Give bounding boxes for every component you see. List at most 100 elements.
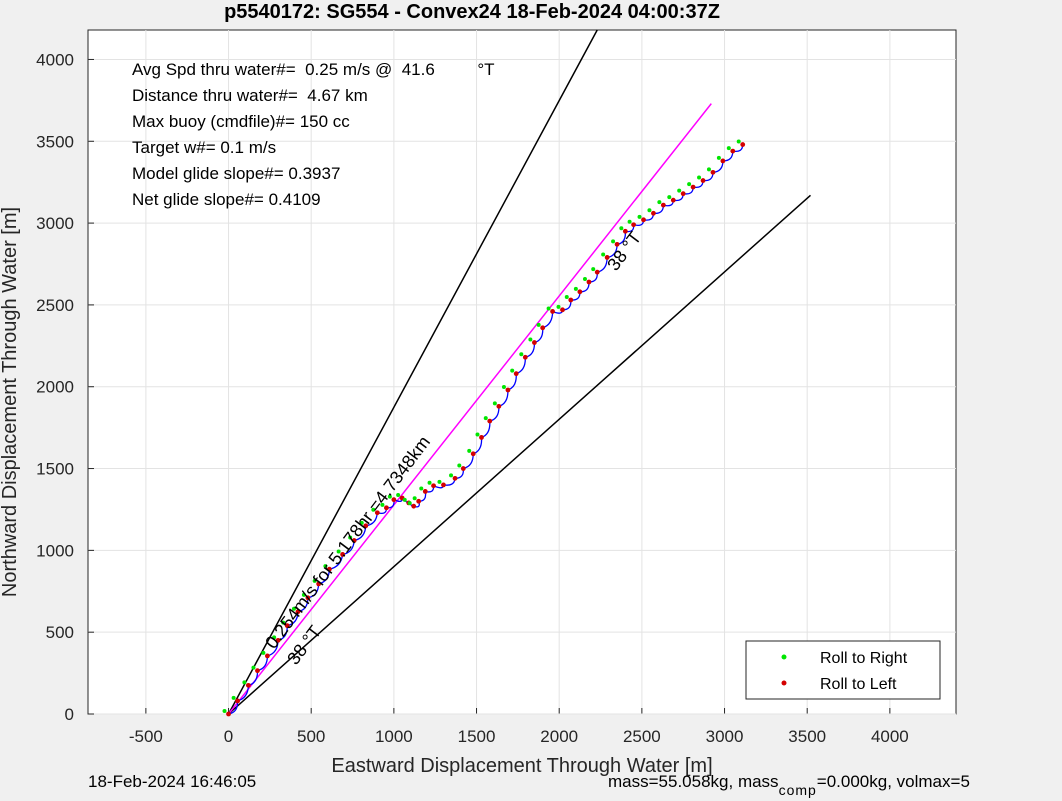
roll-left-marker xyxy=(374,510,380,516)
y-tick-label: 2000 xyxy=(36,378,74,397)
roll-left-marker xyxy=(295,609,301,615)
y-tick-label: 1000 xyxy=(36,541,74,560)
legend-label-roll-left: Roll to Left xyxy=(820,676,897,693)
legend-box xyxy=(745,640,941,700)
y-axis-label: Northward Displacement Through Water [m] xyxy=(0,207,21,597)
roll-left-marker xyxy=(284,623,290,629)
axes-background xyxy=(87,29,957,715)
stat-model-slope: Model glide slope#= 0.3937 xyxy=(132,164,340,183)
legend-marker-roll-right xyxy=(781,654,787,660)
roll-left-marker xyxy=(720,158,726,164)
roll-left-marker xyxy=(235,698,241,704)
roll-right-marker xyxy=(573,286,578,291)
roll-left-marker xyxy=(550,309,555,314)
x-tick-label: 0 xyxy=(224,727,233,746)
footer-mass-sub: comp xyxy=(778,782,817,798)
roll-right-marker xyxy=(419,486,424,491)
roll-left-marker xyxy=(460,466,466,471)
roll-right-marker xyxy=(348,535,353,540)
roll-right-marker xyxy=(427,480,432,485)
roll-right-marker xyxy=(697,175,702,180)
roll-left-marker xyxy=(326,566,332,572)
roll-right-marker xyxy=(475,432,480,437)
stat-max-buoy: Max buoy (cmdfile)#= 150 cc xyxy=(132,112,350,131)
stat-avg-speed: Avg Spd thru water#= 0.25 m/s @ 41.6 °T xyxy=(132,60,495,79)
roll-right-marker xyxy=(564,295,569,299)
roll-right-marker xyxy=(556,304,561,309)
roll-right-marker xyxy=(528,337,533,342)
roll-right-marker xyxy=(291,606,296,611)
roll-left-marker xyxy=(441,482,446,488)
y-tick-labels: 0 500 1000 1500 2000 2500 3000 3500 4000 xyxy=(36,50,74,724)
grid-lines xyxy=(88,30,956,715)
roll-left-marker xyxy=(660,202,666,208)
roll-right-marker xyxy=(412,496,417,501)
roll-right-marker xyxy=(591,267,596,272)
roll-left-marker xyxy=(560,307,565,313)
roll-left-marker xyxy=(522,354,528,360)
roll-right-marker xyxy=(457,463,462,468)
roll-left-marker xyxy=(384,505,389,511)
roll-right-marker xyxy=(677,188,682,193)
roll-left-marker xyxy=(631,222,636,228)
roll-right-marker xyxy=(601,252,606,257)
roll-right-marker xyxy=(380,502,385,507)
roll-left-marker xyxy=(479,435,484,440)
footer-mass-text: mass=55.058kg, mass xyxy=(608,772,779,791)
roll-left-marker xyxy=(226,711,231,717)
roll-left-marker xyxy=(730,148,736,154)
roll-right-marker xyxy=(619,226,624,231)
y-tick-label: 4000 xyxy=(36,50,74,69)
roll-left-marker xyxy=(568,297,574,303)
roll-left-marker xyxy=(540,325,546,331)
roll-left-marker xyxy=(594,269,600,275)
roll-left-marker xyxy=(391,497,397,503)
roll-left-marker xyxy=(411,503,417,509)
x-tick-label: 4000 xyxy=(871,727,909,746)
x-tick-label: 3000 xyxy=(706,727,744,746)
x-tick-label: 1500 xyxy=(458,727,496,746)
roll-left-marker xyxy=(255,668,260,674)
roll-left-marker xyxy=(641,217,646,223)
y-tick-label: 3000 xyxy=(36,214,74,233)
roll-right-marker xyxy=(492,401,497,406)
y-tick-label: 2500 xyxy=(36,296,74,315)
x-tick-label: 3500 xyxy=(788,727,826,746)
roll-right-marker xyxy=(687,182,692,187)
roll-right-marker xyxy=(536,322,541,327)
roll-right-marker xyxy=(637,214,642,219)
roll-left-marker xyxy=(422,489,428,494)
roll-right-marker xyxy=(231,695,236,700)
roll-right-marker xyxy=(449,473,454,478)
roll-right-marker xyxy=(726,146,731,151)
roll-right-marker xyxy=(301,592,306,597)
stat-net-slope: Net glide slope#= 0.4109 xyxy=(132,190,321,209)
roll-left-marker xyxy=(700,178,706,183)
roll-right-marker xyxy=(272,635,277,640)
y-tick-label: 0 xyxy=(65,705,74,724)
roll-right-marker xyxy=(667,195,672,200)
roll-right-marker xyxy=(627,219,632,224)
y-tick-label: 500 xyxy=(46,623,74,642)
roll-left-marker xyxy=(363,523,369,529)
chart-title: p5540172: SG554 - Convex24 18-Feb-2024 0… xyxy=(224,1,720,23)
roll-right-marker xyxy=(519,352,524,357)
roll-left-marker xyxy=(431,483,436,489)
roll-right-marker xyxy=(582,277,587,281)
footer-mass-rest: =0.000kg, volmax=5 xyxy=(816,772,970,791)
stats-block: Avg Spd thru water#= 0.25 m/s @ 41.6 °T … xyxy=(132,60,495,209)
roll-right-marker xyxy=(261,650,266,655)
roll-right-marker xyxy=(510,368,515,373)
roll-left-marker xyxy=(622,228,628,234)
roll-right-marker xyxy=(706,167,711,172)
roll-right-marker xyxy=(251,665,256,670)
roll-left-marker xyxy=(604,255,610,260)
roll-right-marker xyxy=(716,155,721,160)
roll-right-marker xyxy=(396,493,401,497)
roll-left-marker xyxy=(680,191,686,197)
x-tick-label: 2000 xyxy=(540,727,578,746)
x-tick-labels: -500 0 500 1000 1500 2000 2500 3000 3500 4000 xyxy=(129,727,909,746)
roll-right-marker xyxy=(483,416,488,421)
roll-right-marker xyxy=(323,564,328,569)
